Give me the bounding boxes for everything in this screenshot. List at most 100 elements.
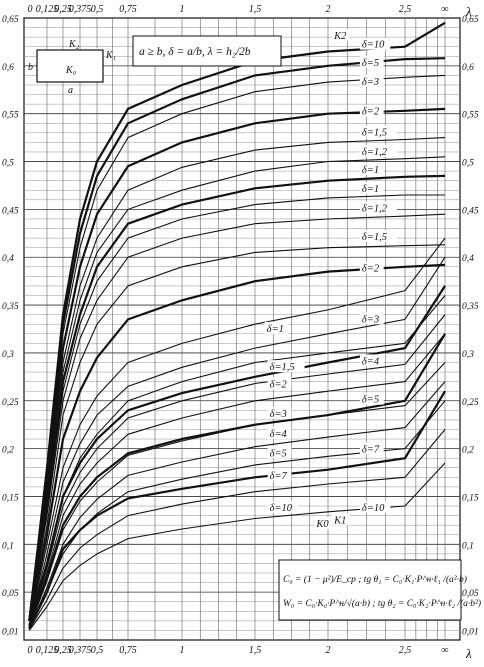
y-tick-label-right: 0,2 [462, 446, 474, 456]
inset-k2: K₂ [68, 39, 80, 50]
y-tick-label-left: 0,25 [2, 398, 19, 408]
y-tick-label-right: 0,55 [462, 111, 479, 121]
series-label-background [359, 201, 397, 214]
x-tick-label-top: 0,125 [36, 4, 59, 15]
curve-k1 [28, 333, 446, 628]
curve-k1 [28, 194, 445, 621]
y-tick-label-left: 0,4 [2, 254, 14, 264]
y-tick-label-right: 0,25 [462, 398, 479, 408]
x-tick-label-top: ∞ [441, 4, 448, 15]
series-label-background [359, 261, 384, 274]
x-tick-label-top: 0 [28, 4, 33, 15]
series-label-background [359, 74, 384, 87]
series-label: δ=2 [270, 379, 288, 390]
x-tick-label-top: 2 [326, 4, 331, 15]
series-label: δ=10 [362, 503, 385, 514]
series-label-background [359, 312, 384, 325]
x-tick-label-bottom: 1 [180, 645, 185, 656]
x-tick-label-bottom: 0,25 [54, 645, 72, 656]
series-label: δ=3 [362, 77, 379, 88]
series-label-background [267, 469, 292, 482]
inset-a: a [68, 85, 73, 96]
curve-k0 [28, 462, 446, 631]
y-tick-label-left: 0,01 [2, 627, 19, 637]
curve-k1 [28, 256, 446, 626]
series-label-background [332, 29, 350, 42]
series-label: δ=1 [362, 165, 379, 176]
inset-diagram: K₂ K₁ K₀ a b [28, 39, 116, 96]
series-label: K1 [333, 515, 346, 526]
y-tick-label-left: 0,1 [2, 541, 14, 551]
y-tick-label-right: 0,6 [462, 63, 474, 73]
x-tick-label-bottom: 0,375 [69, 645, 92, 656]
series-label: δ=7 [270, 471, 288, 482]
curve-k2 [28, 107, 446, 622]
curve-k2 [28, 137, 446, 621]
x-tick-label-top: 0,25 [54, 4, 72, 15]
y-tick-label-left: 0,55 [2, 111, 19, 121]
series-label-background [264, 321, 289, 334]
series-label-background [359, 442, 384, 455]
y-tick-label-right: 0,35 [462, 302, 479, 312]
x-tick-label-top: 0,75 [119, 4, 137, 15]
series-label: δ=3 [362, 314, 379, 325]
y-tick-label-left: 0,5 [2, 159, 14, 169]
axis-ticks: 000,1250,1250,250,250,3750,3750,50,50,75… [2, 4, 479, 656]
x-tick-label-bottom: 2 [326, 645, 331, 656]
y-tick-label-left: 0,05 [2, 589, 19, 599]
x-tick-label-bottom: 0 [28, 645, 33, 656]
y-tick-label-left: 0,2 [2, 446, 14, 456]
inset-k1: K₁ [105, 50, 116, 61]
x-tick-label-top: 0,375 [69, 4, 92, 15]
x-axis-label-top: λ [465, 4, 472, 19]
series-label-background [359, 163, 384, 176]
curve-k2 [28, 174, 446, 622]
curve-k0 [28, 314, 446, 629]
series-label-background [359, 104, 384, 117]
x-tick-label-top: 0,5 [91, 4, 104, 15]
top-legend: a ≥ b, δ = a/b, λ = h₂/2b [132, 35, 282, 67]
y-tick-label-right: 0,01 [462, 627, 479, 637]
curves [28, 21, 446, 631]
series-label: δ=1,5 [270, 362, 295, 373]
series-label: δ=7 [362, 444, 380, 455]
series-label: δ=4 [270, 429, 288, 440]
series-label-background [359, 37, 391, 50]
x-tick-label-bottom: ∞ [441, 645, 448, 656]
series-label: δ=5 [362, 58, 379, 69]
series-label: δ=2 [362, 264, 380, 275]
x-tick-label-bottom: 0,75 [119, 645, 137, 656]
series-label: δ=1 [362, 184, 379, 195]
formula-line-2: W₀ = C₀·K₀·P^н/√(a·b) ; tg θ₂ = C₀·K₂·P^… [283, 598, 481, 609]
series-label: δ=1,2 [362, 147, 388, 158]
curve-k0 [28, 400, 446, 630]
y-tick-label-left: 0,45 [2, 206, 19, 216]
y-tick-label-right: 0,5 [462, 159, 474, 169]
series-label: δ=1,2 [362, 203, 388, 214]
series-label-background [359, 125, 397, 138]
x-tick-label-bottom: 2,5 [399, 645, 412, 656]
curve-k2 [28, 57, 446, 622]
curve-k1 [28, 263, 446, 622]
series-label: δ=10 [270, 503, 293, 514]
series-label: δ=5 [270, 448, 287, 459]
curve-k0 [28, 295, 446, 629]
series-label-background [267, 427, 292, 440]
plot-frame [23, 17, 461, 641]
series-label-background [267, 377, 292, 390]
x-tick-label-top: 1,5 [249, 4, 262, 15]
y-tick-label-right: 0,3 [462, 350, 474, 360]
y-tick-label-right: 0,45 [462, 206, 479, 216]
series-label-background [359, 55, 384, 68]
series-label-background [267, 500, 298, 513]
series-label: δ=1,5 [362, 128, 387, 139]
x-tick-label-bottom: 0,125 [36, 645, 59, 656]
x-tick-label-bottom: 0,5 [91, 645, 104, 656]
series-label-background [267, 407, 292, 420]
series-label-background [267, 360, 305, 373]
series-label: δ=5 [362, 395, 379, 406]
y-tick-label-left: 0,15 [2, 493, 19, 503]
inset-k0: K₀ [65, 65, 77, 76]
series-label-background [314, 517, 332, 530]
series-label-background [359, 354, 384, 367]
